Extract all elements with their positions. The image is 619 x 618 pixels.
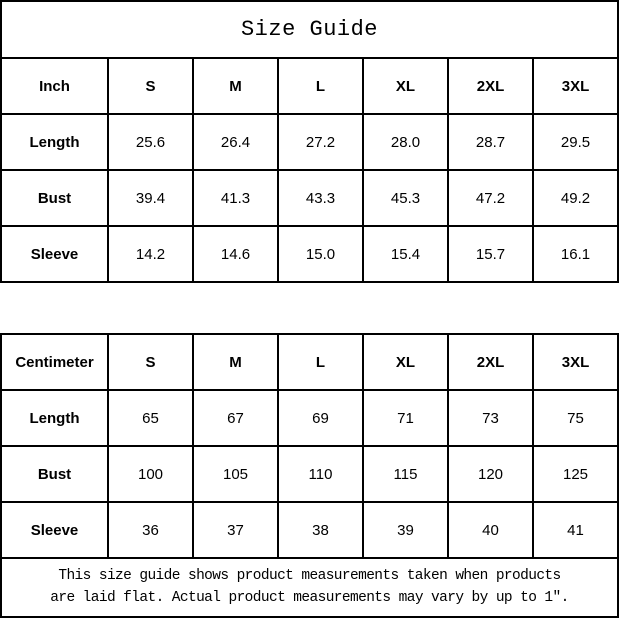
cell-value: 28.7 [447,113,534,171]
size-header-3xl: 3XL [532,57,619,115]
row-label-bust: Bust [0,169,109,227]
cell-value: 40 [447,501,534,559]
size-header-s: S [107,333,194,391]
row-label-sleeve: Sleeve [0,225,109,283]
inch-size-table: Inch S M L XL 2XL 3XL Length 25.6 26.4 2… [0,57,619,283]
cell-value: 49.2 [532,169,619,227]
table-row: Length 65 67 69 71 73 75 [0,389,619,447]
cell-value: 67 [192,389,279,447]
cell-value: 45.3 [362,169,449,227]
cell-value: 43.3 [277,169,364,227]
cell-value: 14.2 [107,225,194,283]
table-row: Length 25.6 26.4 27.2 28.0 28.7 29.5 [0,113,619,171]
table-row: Sleeve 14.2 14.6 15.0 15.4 15.7 16.1 [0,225,619,283]
cell-value: 75 [532,389,619,447]
size-header-m: M [192,333,279,391]
inch-header-row: Inch S M L XL 2XL 3XL [0,57,619,115]
cell-value: 39 [362,501,449,559]
cell-value: 38 [277,501,364,559]
cell-value: 105 [192,445,279,503]
size-header-m: M [192,57,279,115]
cell-value: 27.2 [277,113,364,171]
table-separator-gap [0,283,619,335]
cell-value: 26.4 [192,113,279,171]
centimeter-size-table: Centimeter S M L XL 2XL 3XL Length 65 67… [0,333,619,559]
cell-value: 73 [447,389,534,447]
size-header-xl: XL [362,57,449,115]
cell-value: 41 [532,501,619,559]
cell-value: 120 [447,445,534,503]
size-header-l: L [277,333,364,391]
disclaimer-line-1: This size guide shows product measuremen… [58,568,561,585]
table-row: Sleeve 36 37 38 39 40 41 [0,501,619,559]
cell-value: 15.4 [362,225,449,283]
size-header-2xl: 2XL [447,333,534,391]
cell-value: 39.4 [107,169,194,227]
size-header-2xl: 2XL [447,57,534,115]
size-header-3xl: 3XL [532,333,619,391]
cell-value: 25.6 [107,113,194,171]
row-label-length: Length [0,389,109,447]
cell-value: 37 [192,501,279,559]
cell-value: 69 [277,389,364,447]
size-guide-title-box: Size Guide [0,0,619,59]
measurement-disclaimer: This size guide shows product measuremen… [0,557,619,618]
cell-value: 16.1 [532,225,619,283]
page-title: Size Guide [240,17,379,42]
cell-value: 125 [532,445,619,503]
cell-value: 71 [362,389,449,447]
cell-value: 41.3 [192,169,279,227]
cell-value: 100 [107,445,194,503]
unit-header-centimeter: Centimeter [0,333,109,391]
cell-value: 115 [362,445,449,503]
table-row: Bust 39.4 41.3 43.3 45.3 47.2 49.2 [0,169,619,227]
cell-value: 47.2 [447,169,534,227]
unit-header-inch: Inch [0,57,109,115]
size-header-l: L [277,57,364,115]
cell-value: 65 [107,389,194,447]
centimeter-header-row: Centimeter S M L XL 2XL 3XL [0,333,619,391]
cell-value: 15.7 [447,225,534,283]
disclaimer-line-2: are laid flat. Actual product measuremen… [50,589,569,606]
row-label-bust: Bust [0,445,109,503]
cell-value: 28.0 [362,113,449,171]
size-header-xl: XL [362,333,449,391]
table-row: Bust 100 105 110 115 120 125 [0,445,619,503]
size-header-s: S [107,57,194,115]
row-label-length: Length [0,113,109,171]
cell-value: 36 [107,501,194,559]
row-label-sleeve: Sleeve [0,501,109,559]
cell-value: 15.0 [277,225,364,283]
cell-value: 29.5 [532,113,619,171]
cell-value: 110 [277,445,364,503]
cell-value: 14.6 [192,225,279,283]
